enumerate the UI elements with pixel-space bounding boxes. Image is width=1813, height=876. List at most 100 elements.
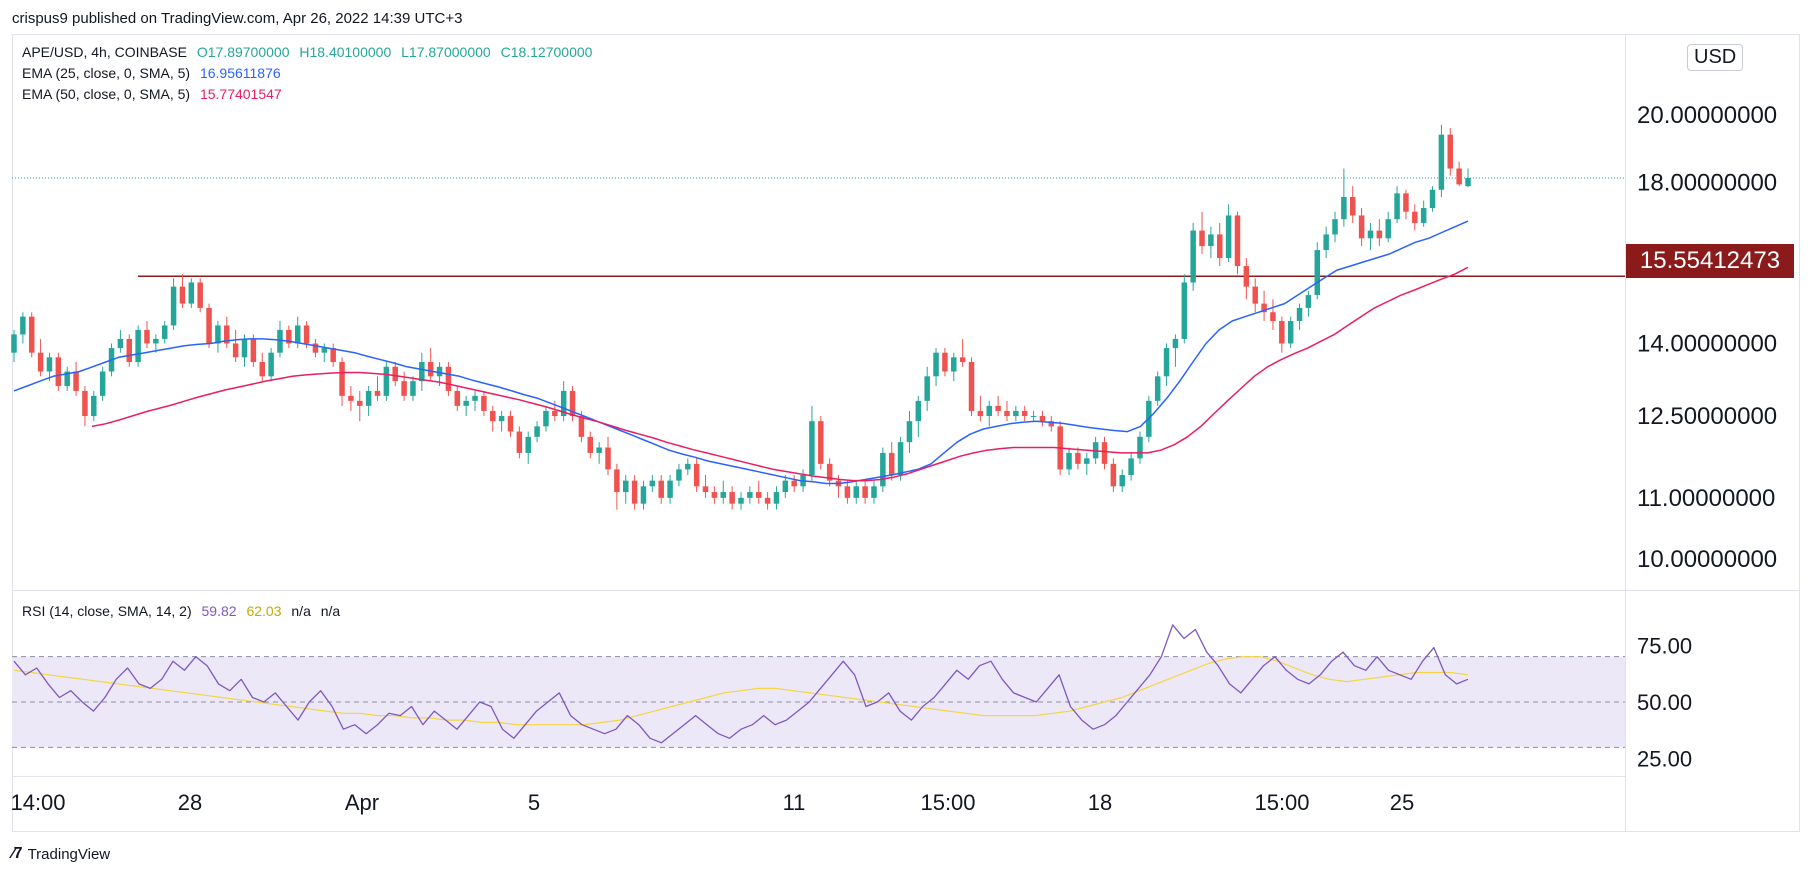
candle [1367, 222, 1374, 251]
candle [534, 421, 540, 443]
candle [693, 458, 700, 493]
candle [82, 386, 88, 427]
candle-body [764, 497, 771, 504]
candle-body [419, 362, 425, 382]
currency-badge[interactable]: USD [1687, 44, 1744, 71]
rsi-ma-line [13, 656, 1469, 726]
candle-body [888, 452, 895, 475]
rsi-na-1: n/a [291, 603, 311, 619]
candle [880, 447, 886, 493]
candle [1323, 226, 1329, 259]
candle [64, 366, 70, 391]
rsi-legend[interactable]: RSI (14, close, SMA, 14, 2) 59.82 62.03 … [22, 603, 340, 619]
candle-body [1101, 442, 1108, 464]
candle-body [374, 390, 381, 396]
candle-body [773, 492, 780, 504]
candle-body [481, 395, 487, 411]
candle [357, 390, 363, 422]
candle [1066, 447, 1072, 475]
candle-body [986, 405, 992, 417]
candle-body [64, 371, 70, 387]
candle-body [685, 463, 691, 470]
candle-body [1332, 219, 1338, 235]
candle-body [507, 416, 514, 432]
pane-divider[interactable] [12, 590, 1800, 591]
time-tick-label: 14:00 [10, 790, 65, 815]
candle [605, 436, 611, 475]
chart-frame [12, 34, 1800, 832]
candle [454, 386, 461, 411]
candle [747, 486, 753, 504]
candle-body [1199, 230, 1205, 247]
ema50-legend[interactable]: EMA (50, close, 0, SMA, 5) 15.77401547 [22, 86, 282, 102]
ema25-legend[interactable]: EMA (25, close, 0, SMA, 5) 16.95611876 [22, 65, 281, 81]
candle [1013, 405, 1019, 422]
candle [498, 410, 505, 432]
candle-body [348, 395, 354, 401]
candle [206, 303, 212, 349]
candle [1385, 211, 1391, 243]
candle [1101, 436, 1108, 470]
candle-body [197, 282, 203, 308]
candle-body [37, 352, 44, 372]
candle-body [1296, 307, 1303, 322]
candle [1030, 410, 1037, 422]
candle-body [1412, 211, 1418, 223]
candle [764, 492, 771, 510]
candle-body [844, 486, 851, 498]
candle-body [126, 338, 133, 363]
symbol-legend[interactable]: APE/USD, 4h, COINBASE O17.89700000 H18.4… [22, 44, 592, 60]
candle [782, 474, 789, 498]
candle-body [410, 381, 416, 396]
candle-body [552, 410, 558, 417]
candle-body [880, 452, 886, 487]
candle-body [1208, 234, 1214, 247]
footer-branding[interactable]: ⁄7 TradingView [12, 845, 110, 863]
candle-body [853, 486, 860, 498]
candle-body [1004, 410, 1010, 417]
rsi-ma-value: 62.03 [246, 603, 282, 619]
candle [268, 348, 274, 382]
candle-body [791, 480, 797, 487]
candle [1394, 186, 1400, 223]
candle [1128, 452, 1134, 481]
candle [1376, 219, 1383, 247]
candle [419, 352, 425, 391]
candle [401, 371, 407, 401]
candle-body [20, 316, 26, 335]
candle-body [968, 362, 975, 411]
candle-body [99, 371, 106, 396]
candle [1110, 458, 1117, 493]
candle-body [711, 492, 718, 498]
candle-body [392, 366, 398, 382]
candle-body [1225, 215, 1232, 259]
candle-body [1217, 234, 1223, 259]
time-tick-label: 25 [1390, 790, 1414, 815]
candle [1243, 258, 1250, 300]
candle-body [73, 371, 79, 391]
candle [578, 410, 585, 443]
candle-body [1394, 193, 1400, 220]
candle [587, 431, 594, 459]
candle [1190, 222, 1196, 291]
publish-info: crispus9 published on TradingView.com, A… [12, 10, 463, 27]
candle [596, 442, 602, 464]
candle-body [720, 492, 727, 498]
candle-body [472, 395, 478, 401]
low-value: L17.87000000 [401, 44, 491, 60]
brand-name: TradingView [27, 845, 111, 863]
candle-body [250, 338, 257, 363]
candle [1412, 204, 1418, 231]
candle-body [587, 436, 594, 453]
candle [330, 343, 336, 367]
candle [818, 416, 824, 470]
candle-body [1270, 312, 1276, 322]
candle [126, 334, 133, 367]
candle [853, 480, 860, 504]
ema50-value: 15.77401547 [199, 86, 282, 102]
candle [392, 362, 398, 387]
candle-body [667, 480, 673, 498]
candle-body [782, 480, 789, 493]
candle [312, 338, 319, 358]
